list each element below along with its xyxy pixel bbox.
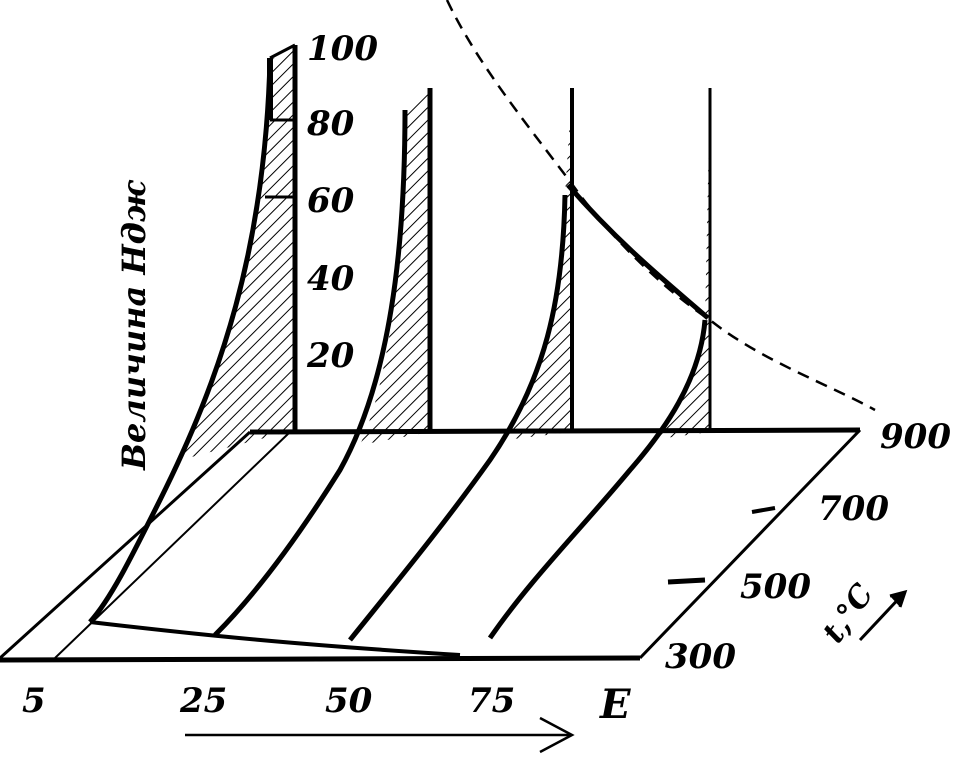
horizontal-arrow-head: [539, 716, 575, 754]
panel-1-curve: [88, 59, 273, 624]
solid-boundary-segment: [566, 183, 710, 320]
floor-left-edge: [0, 430, 252, 660]
floor-front-edge: [0, 655, 641, 663]
floor-mid-curve: [89, 620, 461, 657]
horizontal-tick-50: 50: [325, 681, 373, 721]
depth-tick-500: [667, 577, 706, 585]
depth-axis-title: t,°C: [816, 578, 881, 650]
vertical-tick-40: 40: [307, 259, 355, 299]
depth-tick-label-900: 900: [880, 417, 951, 457]
horizontal-tick-25: 25: [179, 681, 227, 721]
panel-4-curve: [487, 319, 708, 640]
depth-tick-label-700: 700: [818, 489, 889, 529]
floor-left-inner-edge: [54, 431, 291, 659]
depth-tick-700: [751, 506, 776, 514]
panel-2-curve: [213, 109, 408, 637]
vertical-tick-60: 60: [307, 181, 355, 221]
depth-tick-label-300: 300: [665, 637, 736, 677]
vertical-axis-title: Величина Ндж: [115, 179, 153, 471]
horizontal-tick-75: 75: [468, 681, 515, 721]
panel-3-curve: [348, 194, 568, 642]
panel-4-shape: [650, 88, 710, 440]
panel-1-shape: [180, 48, 295, 460]
panel-3-shape: [505, 88, 572, 440]
panel-1-top: [269, 43, 296, 60]
panel-2-shape: [360, 88, 430, 445]
depth-tick-label-500: 500: [740, 567, 811, 607]
vertical-tick-80: 80: [306, 104, 355, 144]
vertical-tick-100: 100: [307, 29, 378, 69]
floor-right-edge: [638, 428, 862, 660]
horizontal-tick-5: 5: [22, 681, 46, 721]
horizontal-end-label: E: [599, 681, 631, 728]
dashed-boundary-curve: [445, 0, 876, 412]
depth-axis-arrow-head: [889, 589, 908, 608]
vertical-tick-20: 20: [306, 336, 355, 376]
